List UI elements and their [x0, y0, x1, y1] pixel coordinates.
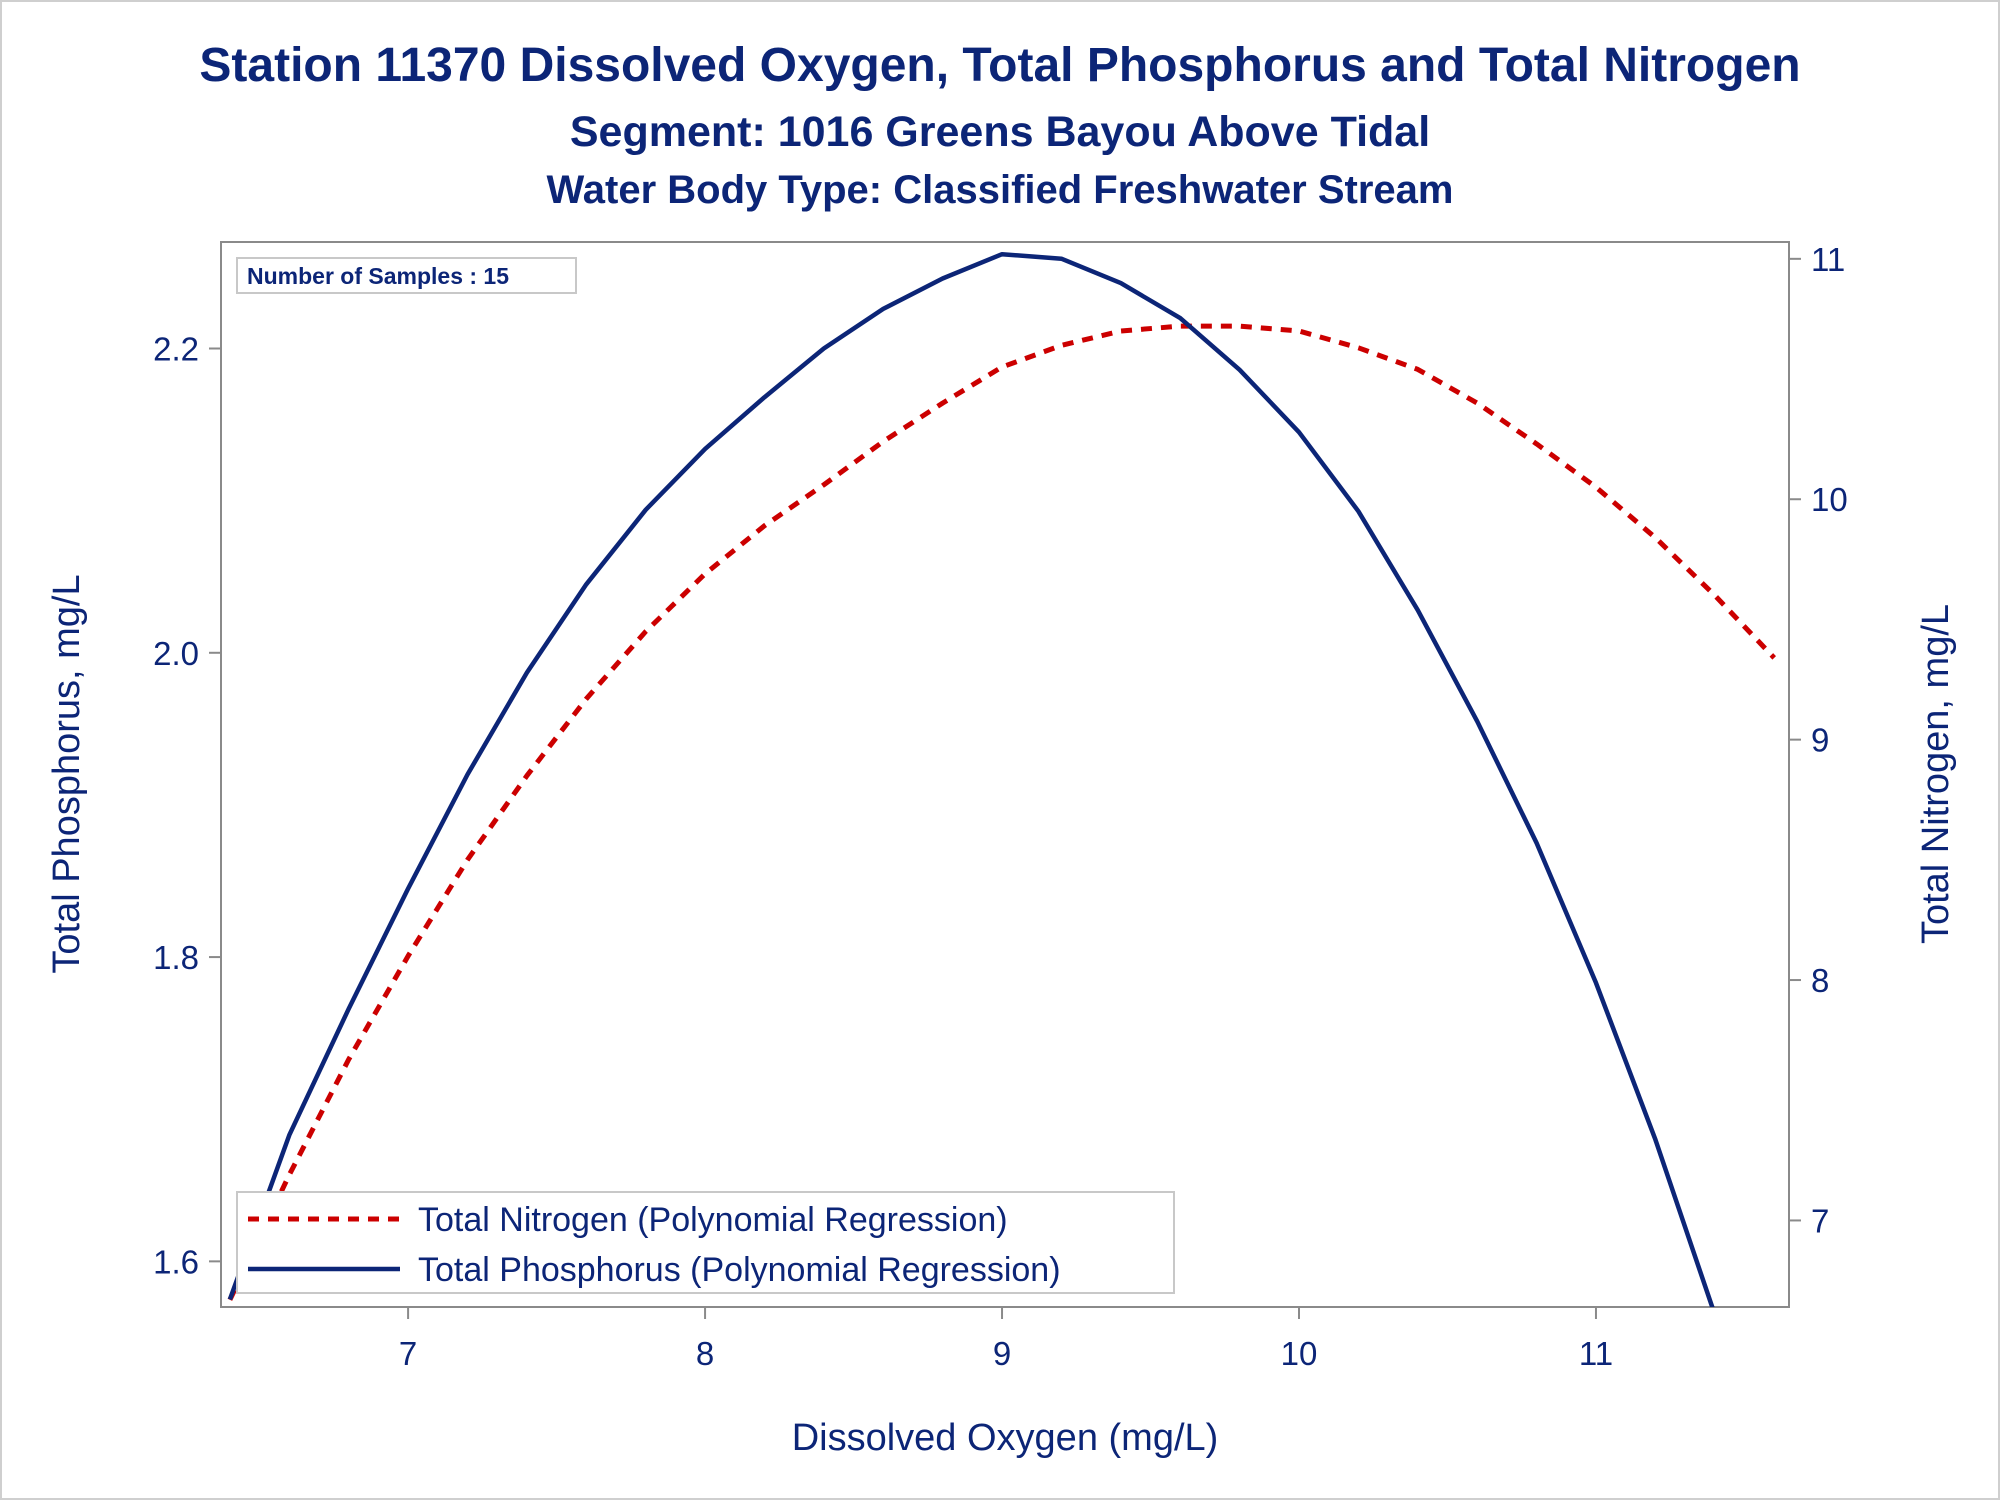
plot-area [220, 241, 1790, 1308]
y-tick-label: 1.6 [153, 1243, 199, 1280]
y-tick-label: 1.8 [153, 939, 199, 976]
chart-subtitle-waterbody: Water Body Type: Classified Freshwater S… [546, 168, 1454, 212]
x-tick-label: 11 [1579, 1335, 1613, 1372]
series-layer [227, 251, 1777, 1307]
chart-title: Station 11370 Dissolved Oxygen, Total Ph… [199, 39, 1801, 92]
y2-tick-label: 7 [1811, 1202, 1829, 1239]
legend: Total Nitrogen (Polynomial Regression) T… [236, 1191, 1175, 1294]
x-axis: 7 8 9 10 11 [399, 1307, 1613, 1372]
samples-inset: Number of Samples : 15 [236, 257, 577, 294]
x-axis-label: Dissolved Oxygen (mg/L) [792, 1417, 1219, 1459]
x-tick-label: 7 [399, 1335, 417, 1372]
y2-tick-label: 9 [1811, 722, 1829, 759]
y-tick-label: 2.0 [153, 635, 199, 672]
legend-label-phosphorus: Total Phosphorus (Polynomial Regression) [418, 1251, 1061, 1289]
y-tick-label: 2.2 [153, 331, 199, 368]
legend-box [236, 1191, 1175, 1294]
y2-tick-label: 11 [1811, 241, 1845, 278]
samples-count-label: Number of Samples : 15 [247, 263, 509, 289]
series-line-phosphorus [227, 251, 1715, 1307]
x-tick-label: 9 [993, 1335, 1011, 1372]
x-tick-label: 10 [1281, 1335, 1318, 1372]
y2-tick-label: 10 [1811, 481, 1848, 518]
legend-label-nitrogen: Total Nitrogen (Polynomial Regression) [418, 1201, 1008, 1239]
y-axis-label-left: Total Phosphorus, mg/L [46, 574, 88, 973]
series-line-nitrogen [227, 323, 1777, 1301]
y-axis-right: 7 8 9 10 11 [1789, 241, 1848, 1239]
y-axis-label-right: Total Nitrogen, mg/L [1915, 604, 1957, 944]
y2-tick-label: 8 [1811, 962, 1829, 999]
samples-inset-box [236, 257, 577, 294]
y-axis-left: 1.6 1.8 2.0 2.2 [153, 331, 221, 1280]
x-tick-label: 8 [696, 1335, 714, 1372]
chart-subtitle-segment: Segment: 1016 Greens Bayou Above Tidal [569, 108, 1431, 156]
